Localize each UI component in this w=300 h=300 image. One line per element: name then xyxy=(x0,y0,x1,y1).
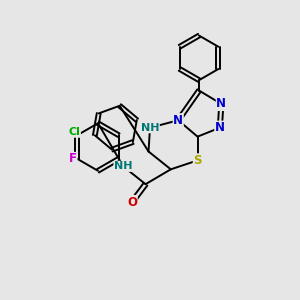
Text: O: O xyxy=(127,196,137,208)
Text: Cl: Cl xyxy=(68,127,80,137)
Text: S: S xyxy=(193,154,202,167)
Text: N: N xyxy=(173,114,183,127)
Text: N: N xyxy=(216,98,226,110)
Text: NH: NH xyxy=(141,123,159,133)
Text: F: F xyxy=(69,152,77,165)
Text: N: N xyxy=(215,121,225,134)
Text: NH: NH xyxy=(114,161,133,171)
